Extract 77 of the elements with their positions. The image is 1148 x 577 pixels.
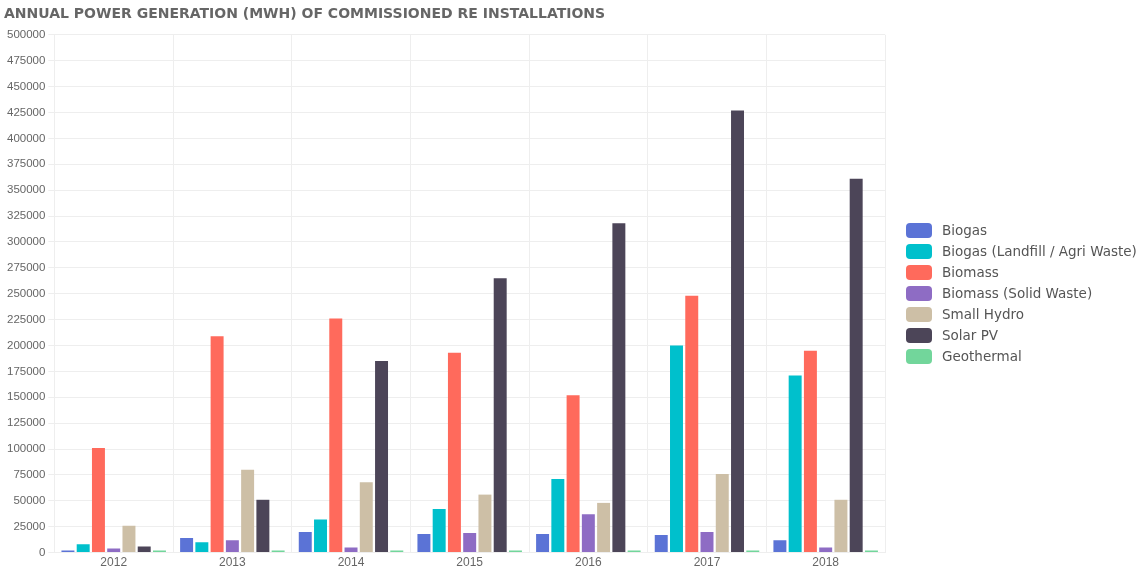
bar: [819, 547, 833, 553]
bar: [256, 499, 270, 553]
bar: [478, 494, 492, 553]
y-tick-label: 250000: [7, 286, 46, 299]
bar: [432, 509, 446, 553]
bar: [685, 295, 699, 553]
x-tick-label: 2013: [219, 555, 247, 570]
bar: [210, 336, 224, 553]
bar: [788, 375, 802, 553]
y-tick-label: 475000: [7, 53, 46, 66]
bar: [329, 318, 343, 553]
y-tick-label: 325000: [7, 209, 46, 222]
bar: [803, 350, 817, 553]
bar: [849, 178, 863, 553]
bar: [447, 352, 461, 553]
legend-label: Solar PV: [941, 327, 1000, 344]
y-tick-label: 175000: [7, 364, 46, 377]
y-tick-label: 0: [38, 545, 46, 558]
y-tick-label: 275000: [7, 260, 46, 273]
bar: [463, 532, 477, 553]
bar: [731, 110, 745, 553]
bar: [700, 531, 714, 553]
bar: [375, 361, 389, 553]
bar: [581, 514, 595, 553]
legend-label: Biogas (Landfill / Agri Waste): [941, 243, 1138, 260]
legend-label: Biogas: [941, 222, 989, 239]
bar: [597, 502, 611, 553]
y-tick-label: 200000: [7, 338, 46, 351]
bar: [715, 473, 729, 553]
legend-label: Small Hydro: [941, 306, 1025, 323]
y-tick-label: 375000: [7, 157, 46, 170]
x-tick-label: 2016: [575, 555, 603, 570]
bar: [834, 499, 848, 553]
bar: [417, 533, 431, 553]
x-tick-label: 2015: [456, 555, 484, 570]
bar: [493, 278, 507, 553]
bar: [654, 535, 668, 553]
y-tick-label: 25000: [13, 519, 46, 532]
bar: [773, 540, 787, 553]
chart-title: ANNUAL POWER GENERATION (MWH) OF COMMISSIONED RE INSTALLATIONS: [4, 5, 606, 22]
y-tick-label: 125000: [7, 416, 46, 429]
bar: [612, 223, 626, 553]
bar: [536, 533, 550, 553]
y-tick-label: 225000: [7, 312, 46, 325]
legend-label: Geothermal: [941, 348, 1023, 365]
y-tick-label: 350000: [7, 183, 46, 196]
bar: [359, 482, 373, 553]
y-tick-label: 425000: [7, 105, 46, 118]
y-tick-label: 75000: [13, 468, 46, 481]
bar: [76, 544, 90, 553]
y-tick-label: 50000: [13, 493, 46, 506]
x-tick-label: 2012: [100, 555, 128, 570]
y-tick-label: 450000: [7, 79, 46, 92]
legend-label: Biomass: [941, 264, 1000, 281]
bar: [137, 546, 151, 553]
bar: [122, 525, 136, 553]
bar: [91, 448, 105, 553]
bar: [241, 469, 255, 553]
legend-label: Biomass (Solid Waste): [941, 285, 1094, 302]
bar: [551, 479, 565, 553]
y-tick-label: 500000: [7, 27, 46, 40]
bar: [566, 395, 580, 553]
bar: [314, 519, 327, 553]
y-tick-label: 300000: [7, 235, 46, 248]
x-tick-label: 2017: [693, 555, 721, 570]
bar: [195, 542, 209, 553]
bar: [670, 345, 683, 553]
y-tick-label: 150000: [7, 390, 46, 403]
bar: [180, 538, 194, 553]
y-tick-label: 400000: [7, 131, 46, 144]
x-tick-label: 2014: [337, 555, 365, 570]
bar: [225, 540, 239, 553]
y-tick-label: 100000: [7, 442, 46, 455]
bar: [344, 547, 358, 553]
bar: [107, 548, 121, 553]
x-tick-label: 2018: [812, 555, 840, 570]
bar: [298, 531, 312, 553]
